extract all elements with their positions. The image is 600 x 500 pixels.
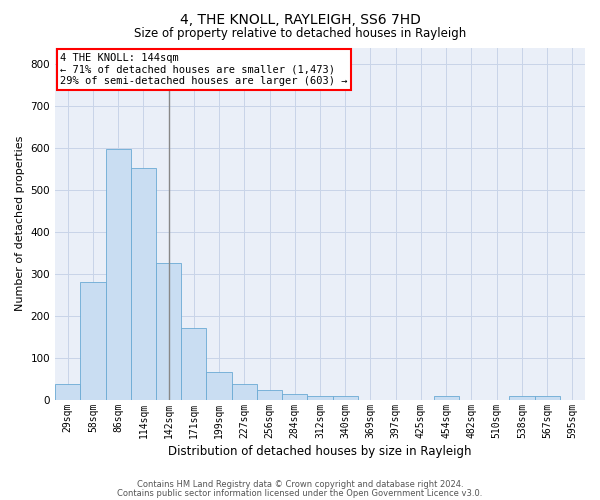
Bar <box>434 396 459 400</box>
Text: 4 THE KNOLL: 144sqm
← 71% of detached houses are smaller (1,473)
29% of semi-det: 4 THE KNOLL: 144sqm ← 71% of detached ho… <box>61 53 348 86</box>
Bar <box>332 396 358 400</box>
Bar <box>106 150 131 400</box>
Bar <box>80 282 106 400</box>
Text: Contains HM Land Registry data © Crown copyright and database right 2024.: Contains HM Land Registry data © Crown c… <box>137 480 463 489</box>
Bar <box>131 168 156 400</box>
X-axis label: Distribution of detached houses by size in Rayleigh: Distribution of detached houses by size … <box>168 444 472 458</box>
Bar <box>509 396 535 400</box>
Bar <box>257 390 282 400</box>
Bar <box>181 328 206 400</box>
Bar <box>232 384 257 400</box>
Bar <box>282 394 307 400</box>
Text: Size of property relative to detached houses in Rayleigh: Size of property relative to detached ho… <box>134 28 466 40</box>
Bar <box>55 384 80 400</box>
Text: 4, THE KNOLL, RAYLEIGH, SS6 7HD: 4, THE KNOLL, RAYLEIGH, SS6 7HD <box>179 12 421 26</box>
Bar <box>307 396 332 400</box>
Bar <box>535 396 560 400</box>
Bar <box>206 372 232 400</box>
Bar <box>156 264 181 400</box>
Text: Contains public sector information licensed under the Open Government Licence v3: Contains public sector information licen… <box>118 488 482 498</box>
Y-axis label: Number of detached properties: Number of detached properties <box>15 136 25 311</box>
